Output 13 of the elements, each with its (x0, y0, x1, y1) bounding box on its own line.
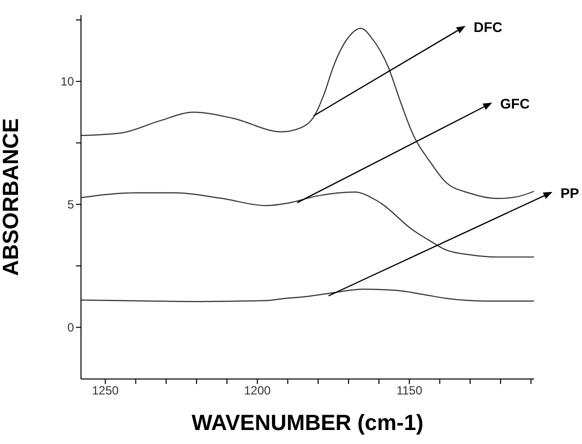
x-tick-label: 1250 (92, 384, 119, 398)
annotation: PP (560, 184, 580, 201)
annotation: GFC (500, 96, 530, 112)
line-series (81, 288, 534, 302)
x-tick-label: 1200 (244, 384, 272, 398)
y-tick-label: 5 (67, 198, 74, 212)
x-axis-title: WAVENUMBER (cm-1) (192, 410, 424, 435)
y-tick-label: 0 (67, 320, 74, 335)
annotation: DFC (474, 18, 502, 35)
y-axis-title: ABSORBANCE (0, 118, 23, 276)
x-tick-label: 1150 (396, 384, 423, 398)
line-series (81, 192, 534, 258)
y-tick-label: 10 (60, 74, 74, 89)
